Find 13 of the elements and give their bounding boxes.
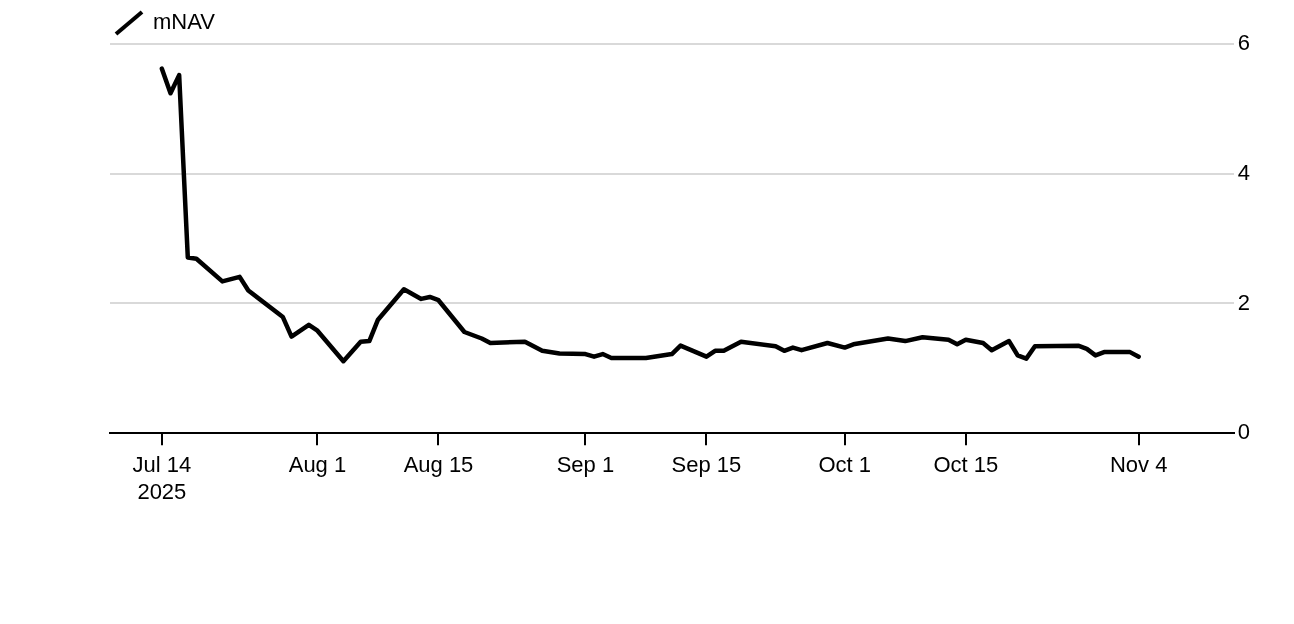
y-tick-label: 6 <box>1237 30 1251 56</box>
x-tick-label: Sep 1 <box>556 452 615 478</box>
x-tick-label: Sep 15 <box>671 452 742 478</box>
x-tick-label: Oct 15 <box>933 452 999 478</box>
legend-label: mNAV <box>153 9 216 35</box>
x-tick-label: Oct 1 <box>818 452 872 478</box>
y-tick-label: 4 <box>1237 159 1251 185</box>
y-tick-label: 0 <box>1237 419 1251 445</box>
y-tick-label: 2 <box>1237 289 1251 315</box>
x-tick-label: Jul 14 2025 <box>132 452 192 504</box>
x-tick-label: Nov 4 <box>1109 452 1168 478</box>
x-tick-label: Aug 1 <box>288 452 347 478</box>
x-tick-label: Aug 15 <box>403 452 474 478</box>
